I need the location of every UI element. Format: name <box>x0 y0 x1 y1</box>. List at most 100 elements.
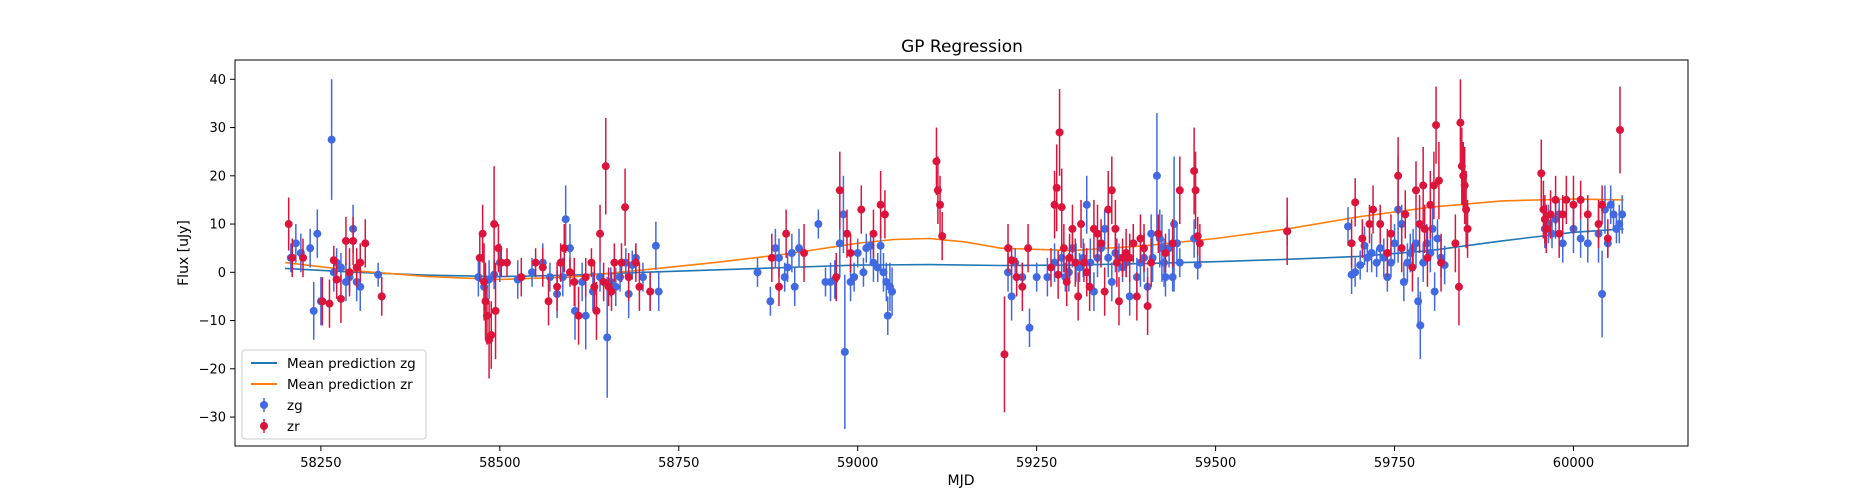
marker-zr <box>1190 166 1199 175</box>
marker-zr <box>341 236 350 245</box>
marker-zr <box>1401 210 1410 219</box>
marker-zr <box>1594 220 1603 229</box>
marker-zr <box>592 306 601 315</box>
data-point-zg <box>1125 277 1134 316</box>
marker-zg <box>1152 171 1161 180</box>
marker-zr <box>570 277 579 286</box>
marker-zr <box>475 253 484 262</box>
marker-zr <box>556 258 565 267</box>
marker-zr <box>1097 239 1106 248</box>
marker-zr <box>635 282 644 291</box>
data-point-zr <box>490 166 499 282</box>
marker-zg <box>1433 234 1442 243</box>
marker-zg <box>1618 210 1627 219</box>
data-point-zr <box>1551 175 1560 225</box>
marker-zg <box>814 220 823 229</box>
marker-zg <box>883 311 892 320</box>
marker-zg <box>888 287 897 296</box>
marker-zr <box>1376 220 1385 229</box>
data-point-zg <box>1007 272 1016 321</box>
marker-zr <box>361 239 370 248</box>
data-point-zr <box>1426 170 1435 239</box>
data-point-zr <box>1071 238 1080 287</box>
data-point-zg <box>1152 113 1161 239</box>
marker-zr <box>1432 121 1441 130</box>
data-point-zg <box>1344 207 1353 246</box>
data-point-zr <box>1463 199 1472 258</box>
marker-zg <box>839 210 848 219</box>
marker-zr <box>587 258 596 267</box>
data-point-zr <box>631 243 640 282</box>
marker-zr <box>1062 277 1071 286</box>
marker-zr <box>544 297 553 306</box>
data-point-zg <box>1043 257 1052 297</box>
legend-marker-swatch <box>260 401 268 409</box>
marker-zg <box>654 287 663 296</box>
marker-zr <box>1463 224 1472 233</box>
marker-zg <box>1598 290 1607 299</box>
marker-zg <box>651 241 660 250</box>
marker-zr <box>936 200 945 209</box>
data-point-zr <box>1195 224 1204 263</box>
marker-zr <box>832 273 841 282</box>
data-point-zr <box>502 248 511 278</box>
marker-zr <box>1576 195 1585 204</box>
legend-label: zr <box>287 419 300 435</box>
marker-zg <box>1356 261 1365 270</box>
data-point-zg <box>753 257 762 287</box>
data-point-zr <box>1419 146 1428 225</box>
marker-zg <box>1160 258 1169 267</box>
marker-zg <box>336 263 345 272</box>
marker-zr <box>1551 195 1560 204</box>
data-point-zg <box>561 185 570 253</box>
data-point-zg <box>306 228 315 268</box>
marker-zr <box>1143 302 1152 311</box>
data-point-zr <box>475 233 484 282</box>
marker-zr <box>1434 176 1443 185</box>
data-point-zr <box>1401 190 1410 239</box>
data-point-zr <box>288 238 297 278</box>
data-point-zg <box>1367 233 1376 273</box>
y-tick-label: 0 <box>218 266 226 281</box>
marker-zg <box>873 263 882 272</box>
data-point-zr <box>1074 272 1083 321</box>
data-point-zr <box>1079 243 1088 282</box>
marker-zr <box>1018 282 1027 291</box>
marker-zg <box>783 263 792 272</box>
marker-zr <box>1012 273 1021 282</box>
data-point-zr <box>1594 199 1603 249</box>
marker-zg <box>1168 273 1177 282</box>
data-point-zr <box>1168 219 1177 268</box>
data-point-zg <box>654 272 663 311</box>
data-point-zr <box>1412 161 1421 220</box>
data-point-zr <box>846 233 855 273</box>
legend-marker-swatch <box>260 422 268 430</box>
marker-zr <box>1057 203 1066 212</box>
marker-zg <box>1025 323 1034 332</box>
marker-zr <box>1423 253 1432 262</box>
marker-zg <box>787 249 796 257</box>
data-point-zg <box>853 238 862 268</box>
marker-zr <box>1451 239 1460 248</box>
marker-zr <box>1004 244 1013 253</box>
marker-zg <box>853 249 862 257</box>
legend: Mean prediction zg Mean prediction zr zg zr <box>241 349 427 440</box>
marker-zr <box>502 258 511 267</box>
data-point-zg <box>1576 219 1585 258</box>
marker-zr <box>497 258 506 267</box>
marker-zr <box>560 244 569 253</box>
marker-zr <box>932 157 941 166</box>
data-point-zr <box>349 216 358 266</box>
data-point-zr <box>1369 185 1378 234</box>
data-point-zg <box>850 262 859 292</box>
data-point-zr <box>624 253 633 302</box>
data-point-zg <box>1609 199 1618 229</box>
data-point-zg <box>1399 262 1408 302</box>
marker-zg <box>866 241 875 250</box>
marker-zr <box>1093 229 1102 238</box>
data-point-zr <box>1129 224 1138 263</box>
marker-zr <box>835 186 844 195</box>
x-tick-label: 59250 <box>1016 456 1057 471</box>
data-point-zg <box>313 209 322 258</box>
marker-zr <box>1059 244 1068 253</box>
